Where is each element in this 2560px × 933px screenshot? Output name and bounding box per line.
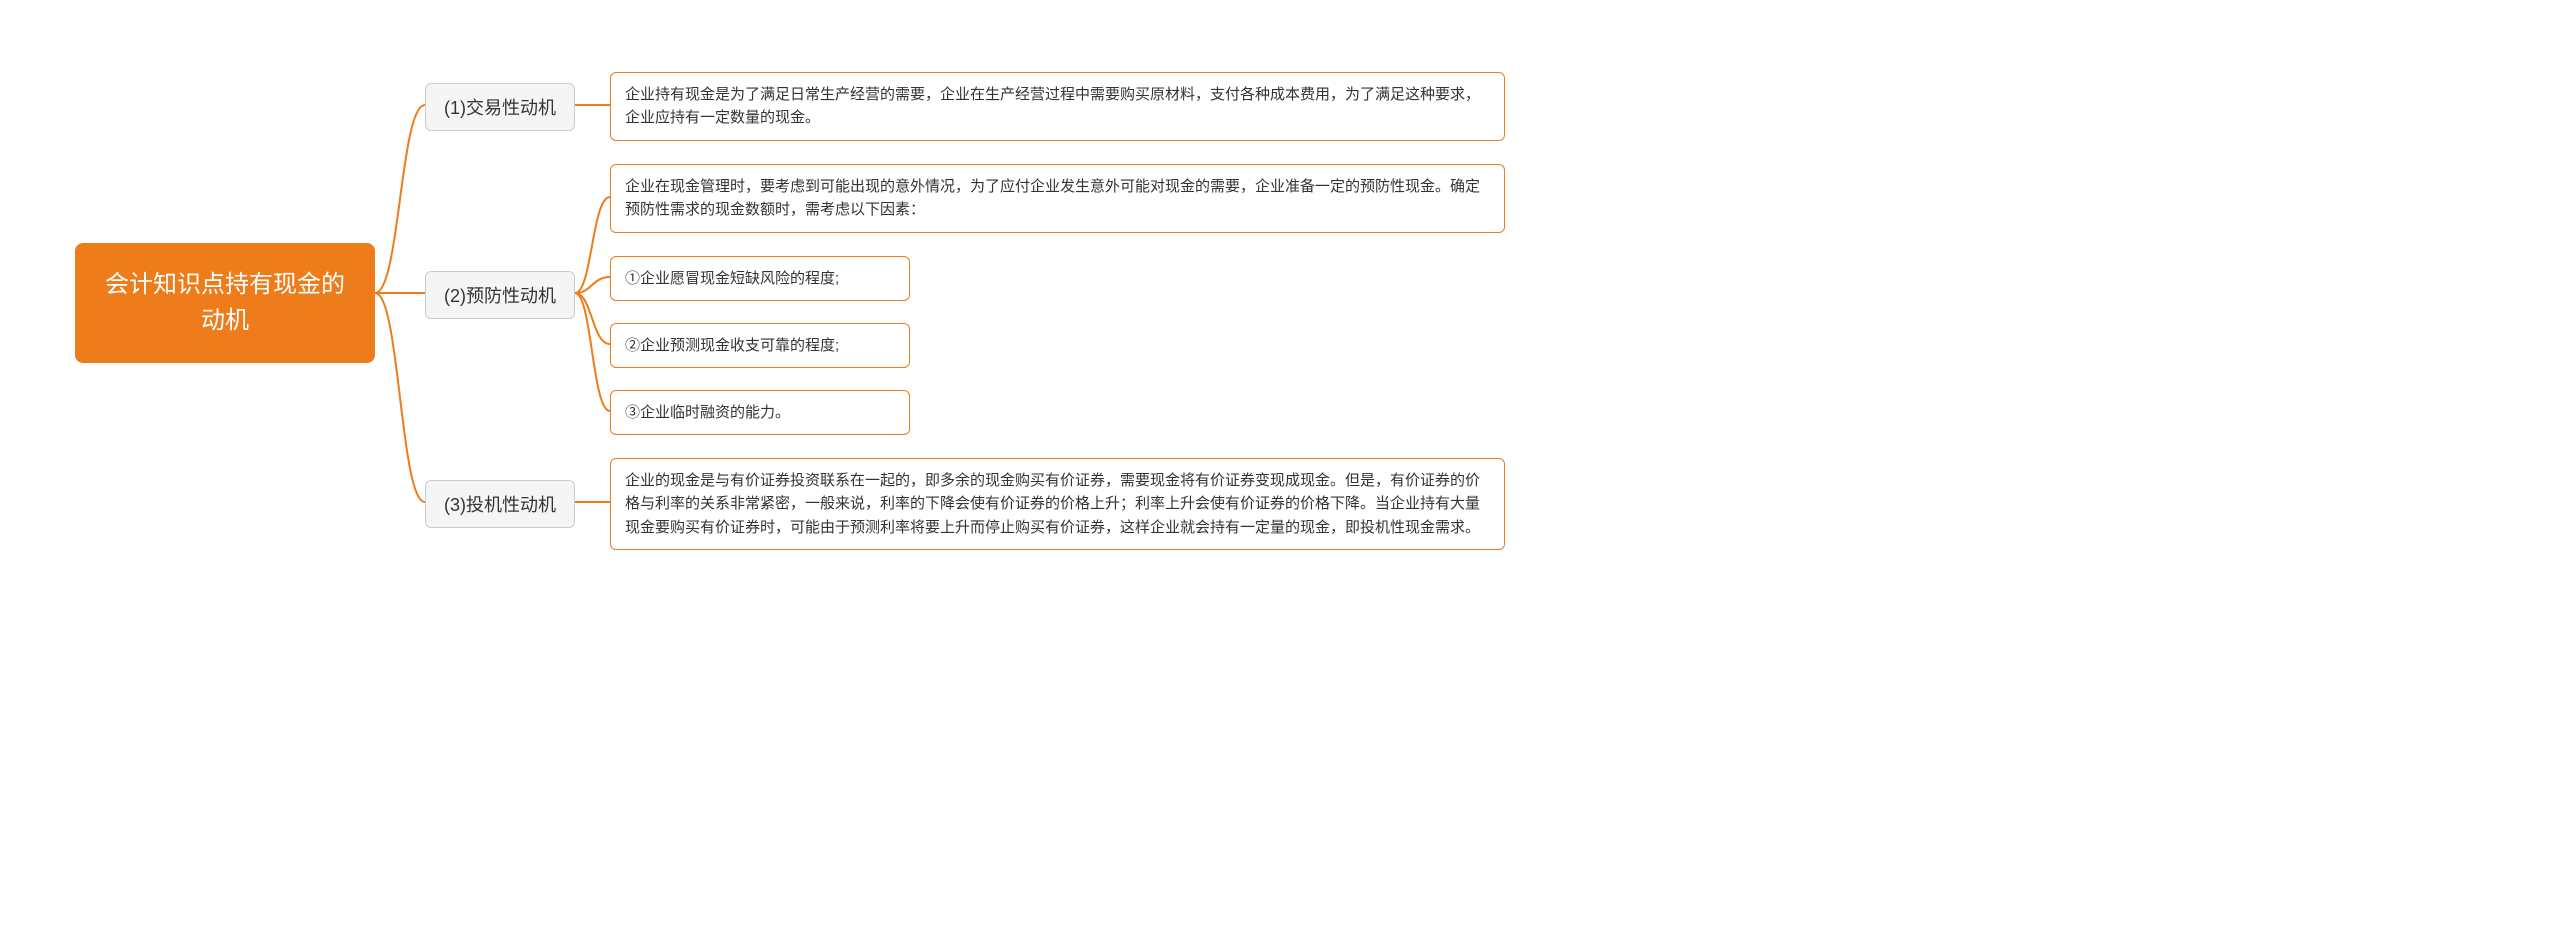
- branch-label: (2)预防性动机: [444, 286, 556, 306]
- root-node: 会计知识点持有现金的动机: [75, 243, 375, 363]
- leaf-node-speculation: 企业的现金是与有价证券投资联系在一起的，即多余的现金购买有价证券，需要现金将有价…: [610, 458, 1505, 550]
- leaf-text: 企业的现金是与有价证券投资联系在一起的，即多余的现金购买有价证券，需要现金将有价…: [625, 472, 1480, 536]
- leaf-node-precaution-2: ②企业预测现金收支可靠的程度;: [610, 323, 910, 368]
- leaf-node-precaution-intro: 企业在现金管理时，要考虑到可能出现的意外情况，为了应付企业发生意外可能对现金的需…: [610, 164, 1505, 233]
- leaf-text: ①企业愿冒现金短缺风险的程度;: [625, 270, 839, 287]
- leaf-text: 企业在现金管理时，要考虑到可能出现的意外情况，为了应付企业发生意外可能对现金的需…: [625, 178, 1480, 218]
- branch-node-2: (2)预防性动机: [425, 271, 575, 319]
- leaf-node-precaution-1: ①企业愿冒现金短缺风险的程度;: [610, 256, 910, 301]
- branch-label: (1)交易性动机: [444, 98, 556, 118]
- leaf-node-precaution-3: ③企业临时融资的能力。: [610, 390, 910, 435]
- root-label: 会计知识点持有现金的动机: [103, 267, 347, 339]
- leaf-text: ②企业预测现金收支可靠的程度;: [625, 337, 839, 354]
- leaf-node-transaction: 企业持有现金是为了满足日常生产经营的需要，企业在生产经营过程中需要购买原材料，支…: [610, 72, 1505, 141]
- leaf-text: 企业持有现金是为了满足日常生产经营的需要，企业在生产经营过程中需要购买原材料，支…: [625, 86, 1480, 126]
- branch-node-3: (3)投机性动机: [425, 480, 575, 528]
- leaf-text: ③企业临时融资的能力。: [625, 404, 790, 421]
- branch-node-1: (1)交易性动机: [425, 83, 575, 131]
- branch-label: (3)投机性动机: [444, 495, 556, 515]
